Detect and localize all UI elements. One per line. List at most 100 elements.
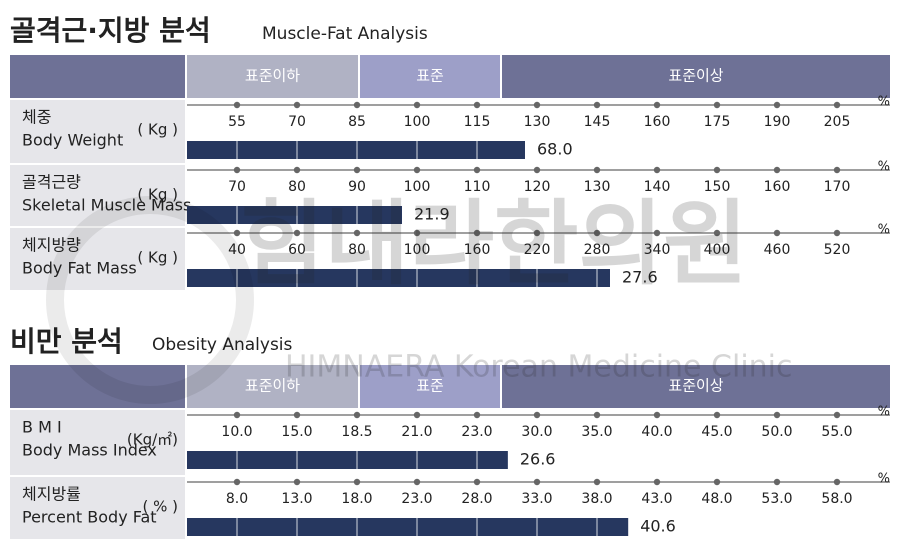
tick-label: 70 bbox=[288, 114, 306, 130]
header-label: 표준이상 bbox=[668, 377, 723, 395]
tick-label: 40 bbox=[228, 242, 246, 258]
tick-dot bbox=[533, 478, 541, 486]
row-label-bg bbox=[10, 477, 185, 539]
percent-sign: % bbox=[878, 472, 890, 487]
row-name: B M I bbox=[22, 418, 62, 437]
header-label: 표준이상 bbox=[668, 67, 723, 85]
row-name-en: Body Weight bbox=[22, 131, 123, 150]
tick-dot bbox=[233, 229, 241, 237]
tick-label: 130 bbox=[584, 179, 611, 195]
watermark-logo bbox=[46, 196, 254, 404]
tick-label: 115 bbox=[464, 114, 491, 130]
tick-dot bbox=[833, 166, 841, 174]
tick-dot bbox=[593, 101, 601, 109]
tick-label: 160 bbox=[644, 114, 671, 130]
bar bbox=[187, 141, 525, 159]
tick-label: 190 bbox=[764, 114, 791, 130]
row-name: 체지방량 bbox=[22, 236, 81, 255]
section-title: 골격근·지방 분석 bbox=[10, 14, 211, 47]
header-label: 표준 bbox=[416, 67, 444, 85]
tick-dot bbox=[653, 229, 661, 237]
row-name: 골격근량 bbox=[22, 173, 81, 192]
tick-dot bbox=[413, 478, 421, 486]
tick-dot bbox=[713, 166, 721, 174]
tick-label: 100 bbox=[404, 242, 431, 258]
section-subtitle: Muscle-Fat Analysis bbox=[262, 24, 428, 44]
tick-label: 48.0 bbox=[701, 491, 732, 507]
tick-label: 150 bbox=[704, 179, 731, 195]
tick-label: 140 bbox=[644, 179, 671, 195]
header-label: 표준 bbox=[416, 377, 444, 395]
bar bbox=[187, 206, 402, 224]
tick-label: 70 bbox=[228, 179, 246, 195]
bar bbox=[187, 451, 508, 469]
tick-dot bbox=[713, 411, 721, 419]
tick-label: 400 bbox=[704, 242, 731, 258]
tick-dot bbox=[413, 229, 421, 237]
bar bbox=[187, 518, 629, 536]
tick-label: 100 bbox=[404, 179, 431, 195]
tick-label: 53.0 bbox=[761, 491, 792, 507]
tick-label: 58.0 bbox=[821, 491, 852, 507]
tick-label: 175 bbox=[704, 114, 731, 130]
tick-label: 45.0 bbox=[701, 424, 732, 440]
tick-label: 340 bbox=[644, 242, 671, 258]
tick-label: 220 bbox=[524, 242, 551, 258]
tick-label: 43.0 bbox=[641, 491, 672, 507]
tick-dot bbox=[773, 229, 781, 237]
tick-label: 33.0 bbox=[521, 491, 552, 507]
row-name-en: Percent Body Fat bbox=[22, 508, 157, 527]
tick-dot bbox=[713, 101, 721, 109]
tick-dot bbox=[473, 411, 481, 419]
value-label: 27.6 bbox=[622, 268, 658, 287]
tick-label: 10.0 bbox=[221, 424, 252, 440]
percent-sign: % bbox=[878, 223, 890, 238]
tick-dot bbox=[773, 101, 781, 109]
tick-dot bbox=[233, 166, 241, 174]
tick-dot bbox=[293, 101, 301, 109]
row-label-bg bbox=[10, 410, 185, 475]
tick-dot bbox=[353, 229, 361, 237]
tick-label: 23.0 bbox=[461, 424, 492, 440]
tick-label: 55 bbox=[228, 114, 246, 130]
tick-label: 170 bbox=[824, 179, 851, 195]
tick-label: 160 bbox=[764, 179, 791, 195]
tick-dot bbox=[773, 478, 781, 486]
section-title: 비만 분석 bbox=[10, 325, 123, 358]
header-cell bbox=[10, 365, 185, 408]
row-name-en: Body Mass Index bbox=[22, 441, 157, 460]
row-name-en: Body Fat Mass bbox=[22, 259, 137, 278]
tick-label: 110 bbox=[464, 179, 491, 195]
header-cell bbox=[187, 365, 358, 408]
tick-label: 8.0 bbox=[226, 491, 248, 507]
header-cell bbox=[10, 55, 185, 98]
header-cell bbox=[502, 365, 890, 408]
tick-label: 85 bbox=[348, 114, 366, 130]
value-label: 40.6 bbox=[640, 517, 676, 536]
row-label-bg bbox=[10, 165, 185, 226]
tick-label: 130 bbox=[524, 114, 551, 130]
row-name: 체중 bbox=[22, 108, 51, 127]
tick-dot bbox=[533, 166, 541, 174]
tick-label: 60 bbox=[288, 242, 306, 258]
tick-dot bbox=[773, 411, 781, 419]
tick-label: 23.0 bbox=[401, 491, 432, 507]
tick-label: 30.0 bbox=[521, 424, 552, 440]
tick-dot bbox=[413, 101, 421, 109]
percent-sign: % bbox=[878, 160, 890, 175]
tick-dot bbox=[353, 101, 361, 109]
tick-label: 28.0 bbox=[461, 491, 492, 507]
tick-dot bbox=[833, 411, 841, 419]
tick-dot bbox=[353, 478, 361, 486]
tick-label: 120 bbox=[524, 179, 551, 195]
tick-dot bbox=[473, 101, 481, 109]
tick-dot bbox=[233, 411, 241, 419]
row-label-bg bbox=[10, 100, 185, 163]
tick-dot bbox=[653, 101, 661, 109]
tick-dot bbox=[233, 478, 241, 486]
row-unit: ( Kg ) bbox=[137, 186, 178, 204]
tick-dot bbox=[293, 229, 301, 237]
bar bbox=[187, 269, 610, 287]
header-label: 표준이하 bbox=[245, 67, 300, 85]
